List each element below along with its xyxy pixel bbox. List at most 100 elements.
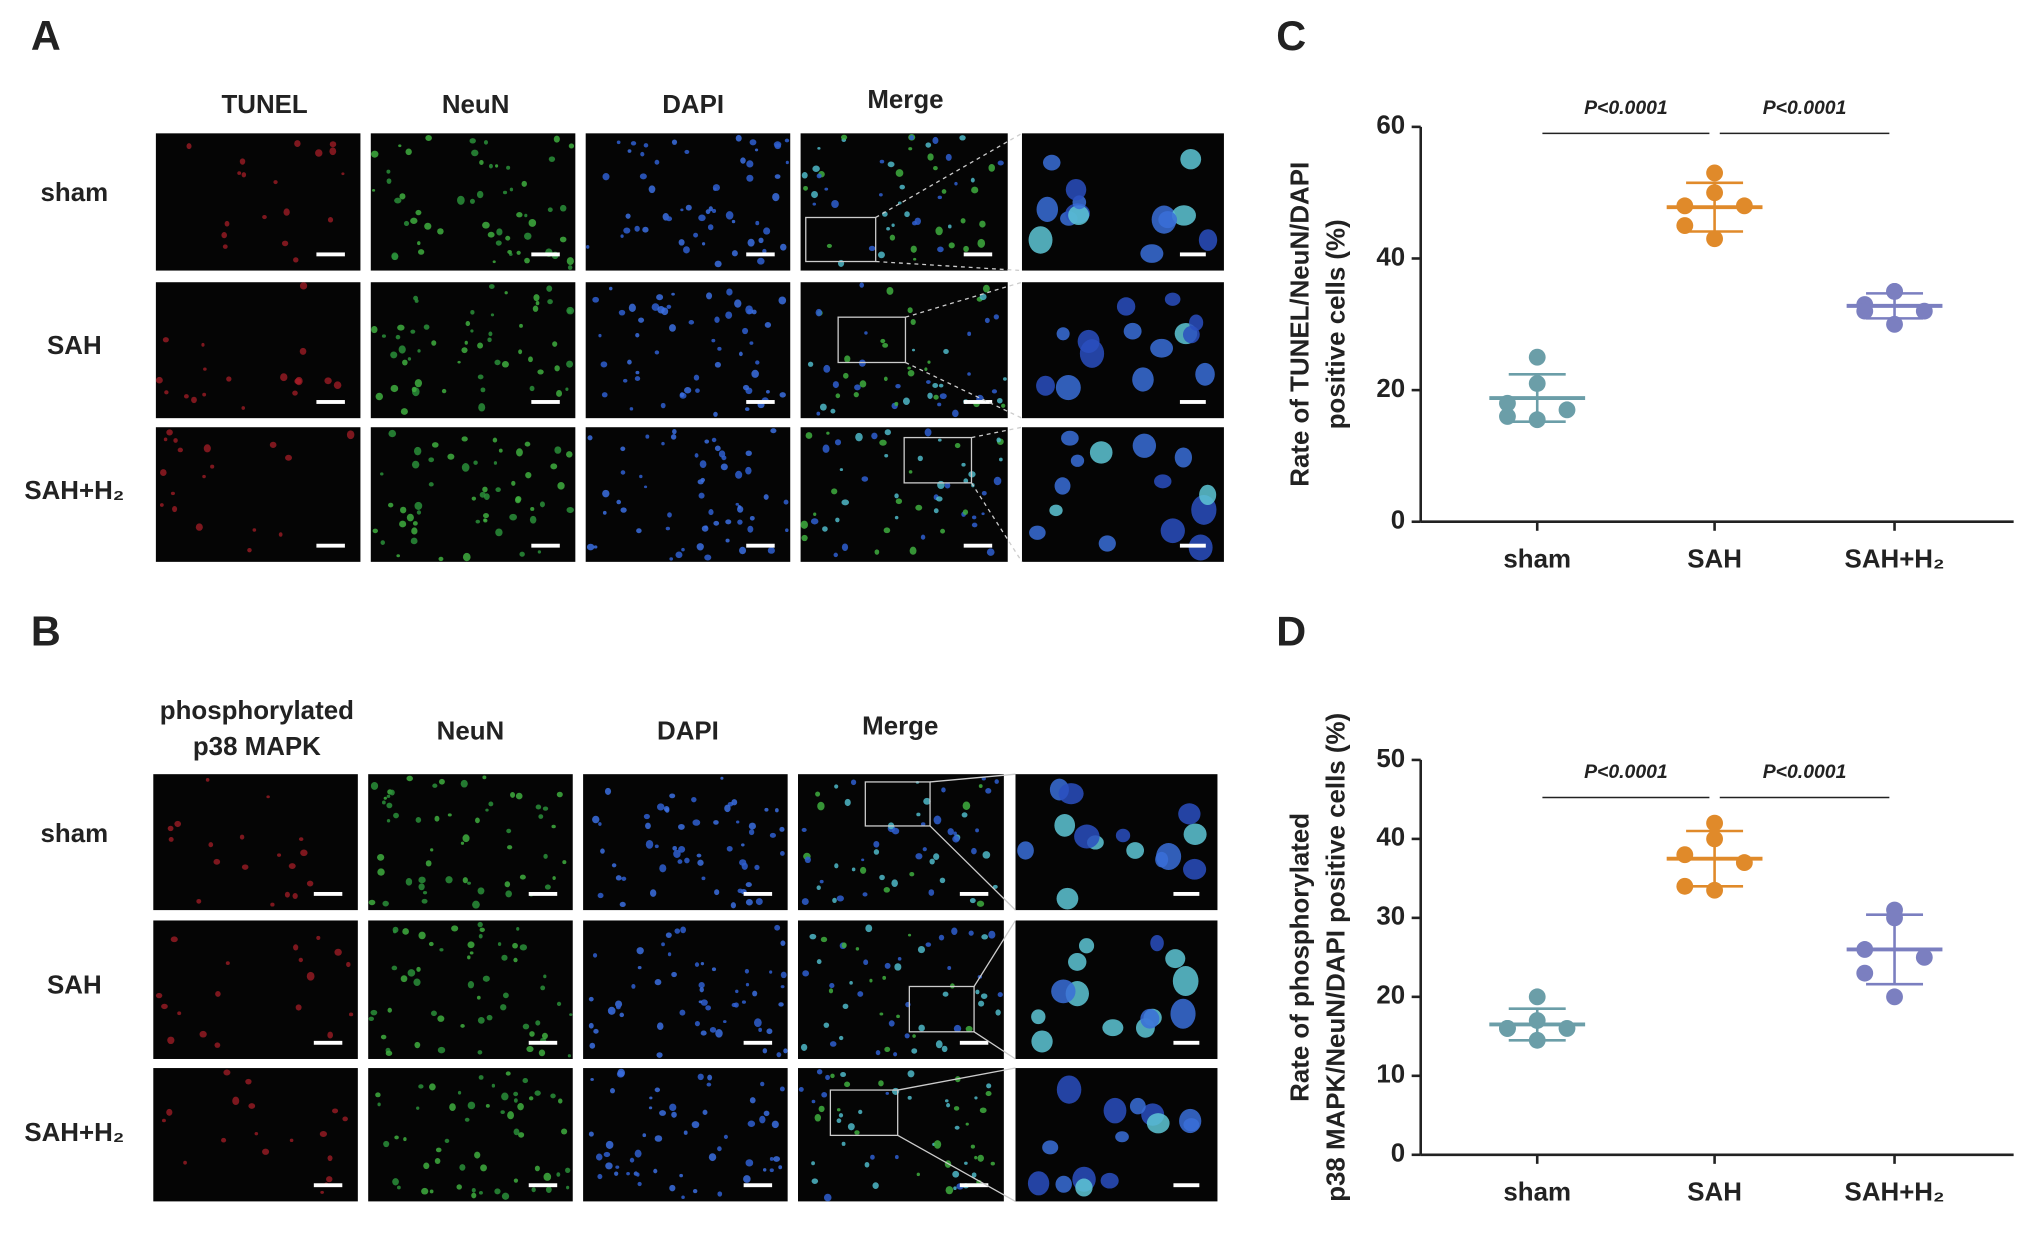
cell [673,849,681,858]
cell [811,1099,816,1104]
cell [883,376,888,382]
cell [559,236,567,243]
cell [627,149,632,153]
cell [469,198,475,204]
cell [740,157,746,164]
data-point [1528,348,1546,366]
cell [713,411,718,417]
data-point [1706,164,1724,182]
cell [893,1052,898,1057]
cell [529,385,535,392]
cell [861,858,865,862]
cell [590,1077,594,1081]
cell [392,929,397,934]
cell [479,160,484,165]
cell [1183,823,1207,846]
cell [504,291,508,295]
cell [838,1113,844,1118]
cell [486,1014,493,1021]
cell [899,184,905,190]
cell [654,844,659,849]
cell [1199,484,1217,506]
cell [669,1103,677,1112]
cell [1017,841,1034,860]
cell [894,1155,899,1160]
cell [745,1159,754,1167]
cell [444,1138,450,1143]
cell [1140,244,1164,263]
cell [936,496,943,502]
cell [602,510,607,515]
cell [501,954,508,961]
cell [925,142,932,148]
data-point [1706,830,1724,848]
scale-bar [1179,400,1206,404]
panel-label: D [1276,608,1306,654]
cell [679,392,685,398]
cell [884,1046,891,1053]
cell [548,156,556,162]
micrograph [585,427,791,562]
cell [735,502,739,506]
cell [696,853,702,858]
cell [884,429,891,436]
cell [619,1012,625,1018]
cell [586,244,590,249]
cell [744,968,750,974]
cell [896,1014,900,1019]
cell [745,882,752,888]
scale-bar [1173,891,1200,896]
micrograph [368,1068,573,1202]
cell [377,853,385,861]
cell [638,317,645,323]
cell [387,1007,392,1013]
cell [746,160,754,168]
scale-bar [316,252,345,257]
cell [1160,518,1185,544]
cell [390,351,398,359]
cell [399,520,407,528]
cell [293,257,299,263]
cell [386,818,391,823]
cell [902,397,910,405]
cell [368,1016,375,1022]
cell [822,444,830,453]
cell [694,962,700,967]
cell [807,361,814,367]
cell [859,866,867,874]
cell [559,204,567,212]
cell [543,853,548,859]
cell [513,1091,519,1097]
cell [380,472,384,476]
cell [506,165,511,170]
cell [277,853,282,857]
cell [474,1151,481,1159]
cell [636,1172,640,1177]
cell [601,392,608,398]
cell [711,208,717,213]
cell [748,822,756,830]
cell [920,534,926,540]
cell [920,822,926,826]
cell [913,257,917,261]
cell [1103,1097,1127,1124]
cell [462,877,468,884]
cell [711,338,716,343]
cell [241,406,246,410]
data-point [1735,197,1753,215]
cell [963,245,969,252]
cell [952,835,960,843]
cell [512,942,518,949]
cell [935,226,943,236]
cell [300,849,308,857]
cell [749,1097,756,1104]
cell [435,1147,442,1153]
cell [951,927,958,935]
cell [971,186,979,194]
cell [659,1110,667,1116]
data-point [1856,302,1874,320]
cell [447,453,455,460]
cell [798,1086,804,1092]
cell [406,775,413,782]
cell [982,851,991,859]
